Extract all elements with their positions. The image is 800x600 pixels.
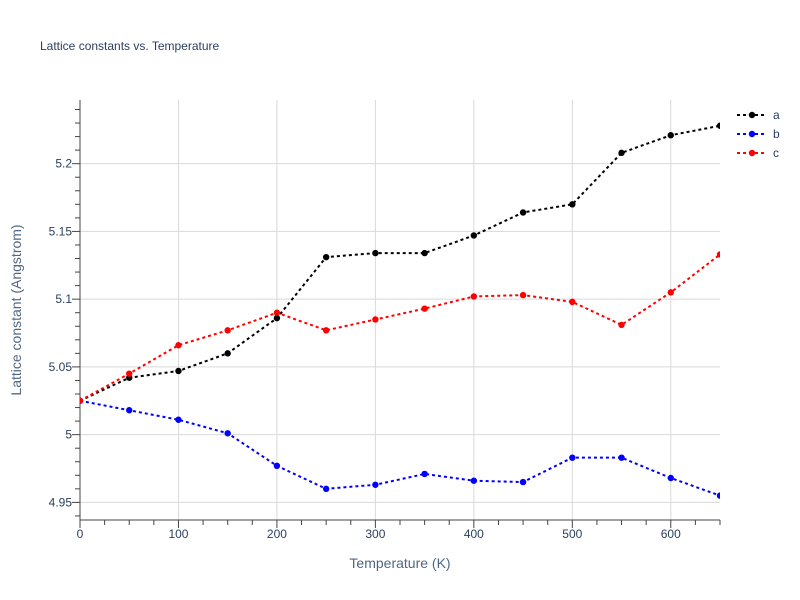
data-point-a[interactable] [667,132,674,139]
y-tick-label: 5.05 [49,360,73,374]
data-point-b[interactable] [421,470,428,478]
series-line-c [80,253,720,402]
legend-item-a[interactable]: a [737,108,780,122]
data-point-c[interactable] [77,397,84,404]
y-tick-label: 5.1 [55,292,72,306]
series-line-a [80,124,720,402]
data-point-b[interactable] [618,454,625,461]
data-point-b[interactable] [224,430,231,437]
series-b [80,397,723,499]
legend-label: c [773,146,779,160]
data-point-b[interactable] [322,485,330,493]
data-point-c[interactable] [569,298,576,306]
data-point-b[interactable] [372,481,379,488]
y-tick-label: 5.15 [49,224,73,238]
legend-label: a [773,108,780,122]
series-layer [77,122,723,499]
data-point-a[interactable] [322,253,330,261]
data-point-a[interactable] [421,249,428,257]
data-point-b[interactable] [470,477,478,484]
data-point-a[interactable] [175,367,182,375]
data-point-c[interactable] [322,327,330,334]
data-point-a[interactable] [470,232,478,239]
data-point-c[interactable] [273,309,281,316]
series-a [80,122,723,404]
axis-layer: 0 100 200 300 400 500 600 4.95 5 5.05 5.1 5.15 5.2 [49,100,721,541]
grid-layer [80,100,720,520]
data-point-c[interactable] [618,321,625,329]
data-point-c[interactable] [175,342,182,349]
legend-item-c[interactable]: c [737,146,779,160]
series-c [77,251,723,404]
x-tick-label: 400 [464,527,484,541]
legend-marker [748,149,756,157]
y-tick-label: 5.2 [55,157,72,171]
legend-label: b [773,127,780,141]
data-point-c[interactable] [519,291,527,299]
data-point-c[interactable] [421,305,428,312]
x-tick-label: 500 [562,527,582,541]
data-point-c[interactable] [667,289,674,296]
y-axis-title: Lattice constant (Angstrom) [8,224,24,395]
data-point-c[interactable] [372,316,379,323]
data-point-b[interactable] [716,492,723,499]
x-tick-label: 0 [77,527,84,541]
data-point-a[interactable] [224,350,231,357]
y-tick-label: 4.95 [49,495,73,509]
data-point-a[interactable] [519,209,527,216]
data-point-b[interactable] [519,478,527,486]
data-point-a[interactable] [716,122,723,129]
legend-item-b[interactable]: b [737,127,780,141]
data-point-b[interactable] [273,462,281,470]
data-point-b[interactable] [667,474,674,482]
x-tick-label: 200 [267,527,287,541]
data-point-c[interactable] [224,327,231,334]
legend-marker [748,130,756,138]
data-point-a[interactable] [569,201,576,208]
x-tick-label: 600 [661,527,681,541]
data-point-a[interactable] [273,314,281,322]
y-tick-label: 5 [65,428,72,442]
data-point-a[interactable] [372,249,379,257]
chart-title: Lattice constants vs. Temperature [40,39,220,53]
x-tick-label: 100 [168,527,188,541]
data-point-b[interactable] [175,416,182,423]
data-point-c[interactable] [716,251,723,258]
series-line-b [80,399,720,497]
x-tick-label: 300 [365,527,385,541]
data-point-b[interactable] [126,407,133,414]
x-axis-title: Temperature (K) [349,555,450,571]
legend-marker [748,111,756,119]
data-point-a[interactable] [618,149,625,157]
data-point-c[interactable] [126,370,133,377]
data-point-b[interactable] [569,454,576,461]
legend[interactable]: abc [737,108,780,160]
data-point-c[interactable] [470,293,478,300]
